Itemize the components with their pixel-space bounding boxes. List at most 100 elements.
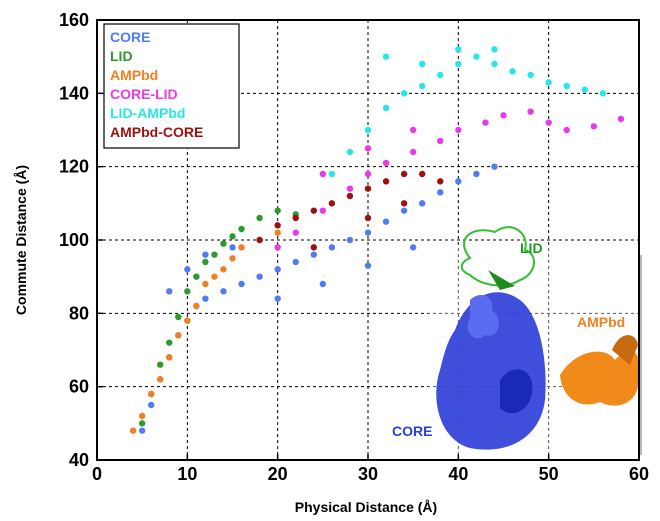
point-lid — [175, 313, 182, 321]
point-core — [274, 295, 281, 302]
point-lid-ampbd — [455, 46, 462, 53]
y-tick-label: 100 — [59, 230, 89, 250]
point-ampbd — [129, 427, 137, 434]
point-ampbd-core — [274, 222, 281, 229]
point-ampbd — [274, 229, 281, 236]
point-lid — [238, 225, 245, 233]
point-core — [238, 280, 245, 288]
inset-label-ampbd: AMPbd — [577, 314, 625, 330]
point-core-lid — [409, 126, 417, 134]
point-core — [364, 229, 372, 236]
y-tick-label: 60 — [69, 377, 89, 397]
point-core — [419, 200, 426, 207]
point-core-lid — [590, 123, 598, 130]
legend: CORE LID AMPbd CORE-LID LID-AMPbd AMPbd-… — [103, 23, 240, 149]
y-tick-label: 140 — [59, 83, 89, 103]
point-ampbd — [220, 266, 227, 273]
point-core-lid — [319, 207, 327, 214]
point-core-lid — [563, 126, 570, 134]
point-core-lid — [319, 170, 327, 178]
point-lid — [166, 339, 173, 346]
point-ampbd — [238, 244, 245, 251]
x-tick-label: 10 — [177, 464, 197, 484]
x-tick-label: 30 — [358, 464, 378, 484]
point-ampbd — [166, 354, 173, 361]
point-lid — [157, 361, 164, 368]
point-core — [491, 163, 498, 170]
point-core-lid — [364, 145, 372, 152]
point-core — [319, 280, 327, 288]
point-ampbd-core — [400, 170, 408, 178]
inset-label-core: CORE — [392, 423, 432, 439]
point-ampbd — [157, 376, 164, 383]
point-core — [328, 244, 336, 251]
point-core — [229, 244, 236, 251]
point-ampbd-core — [292, 214, 299, 222]
point-ampbd-core — [346, 192, 354, 200]
point-core-lid — [482, 119, 489, 126]
point-ampbd-core — [310, 244, 317, 251]
point-core-lid — [527, 108, 534, 115]
legend-item-lid: LID — [110, 48, 133, 64]
x-axis-label: Physical Distance (Å) — [295, 499, 437, 515]
point-core — [256, 273, 263, 280]
core-sheet-shape — [500, 369, 533, 414]
point-core — [346, 236, 354, 244]
data-points — [129, 46, 625, 434]
point-core — [400, 207, 408, 214]
point-lid-ampbd — [491, 46, 498, 53]
legend-item-core: CORE — [110, 29, 150, 45]
point-core — [202, 251, 209, 258]
point-lid — [193, 273, 200, 280]
point-lid — [138, 420, 146, 427]
point-core-lid — [617, 115, 625, 123]
protein-structure-inset: LID AMPbd CORE — [392, 226, 646, 459]
point-ampbd — [184, 317, 191, 324]
point-core-lid — [292, 229, 299, 236]
y-tick-label: 80 — [69, 303, 89, 323]
ampbd-domain-shape — [560, 350, 640, 406]
x-tick-label: 40 — [448, 464, 468, 484]
point-lid-ampbd — [382, 53, 390, 60]
point-ampbd-core — [400, 200, 408, 207]
point-ampbd — [193, 302, 200, 310]
point-core — [166, 288, 173, 295]
legend-item-lid-ampbd: LID-AMPbd — [110, 105, 185, 121]
legend-item-core-lid: CORE-LID — [110, 86, 178, 102]
point-lid-ampbd — [527, 71, 534, 79]
point-lid — [229, 233, 236, 240]
point-lid-ampbd — [437, 71, 444, 79]
axis-ticks: 0 10 20 30 40 50 60 40 60 80 100 120 140 160 — [59, 10, 649, 484]
point-core — [364, 262, 372, 269]
point-core — [138, 427, 146, 434]
point-core — [202, 295, 209, 302]
point-ampbd — [211, 273, 218, 280]
point-ampbd-core — [437, 178, 444, 185]
point-core — [148, 401, 155, 409]
point-ampbd-core — [364, 185, 372, 192]
point-lid — [184, 288, 191, 295]
point-ampbd — [148, 390, 155, 398]
x-tick-label: 20 — [268, 464, 288, 484]
point-lid-ampbd — [563, 82, 570, 90]
y-tick-label: 120 — [59, 157, 89, 177]
point-core-lid — [346, 185, 354, 192]
point-lid-ampbd — [419, 82, 426, 90]
point-lid-ampbd — [346, 148, 354, 156]
point-core — [455, 178, 462, 185]
lid-domain-shape — [460, 226, 535, 287]
inset-label-lid: LID — [520, 240, 543, 256]
point-ampbd — [175, 332, 182, 339]
legend-item-ampbd-core: AMPbd-CORE — [110, 124, 203, 140]
legend-item-ampbd: AMPbd — [110, 67, 158, 83]
point-lid-ampbd — [581, 86, 588, 93]
core-helix-shape — [467, 295, 499, 339]
point-lid-ampbd — [455, 60, 462, 68]
point-ampbd-core — [328, 200, 336, 207]
point-ampbd-core — [310, 207, 317, 214]
point-core-lid — [455, 126, 462, 134]
point-core-lid — [382, 159, 390, 167]
point-core-lid — [364, 170, 372, 178]
lid-strand-shape — [488, 270, 515, 290]
